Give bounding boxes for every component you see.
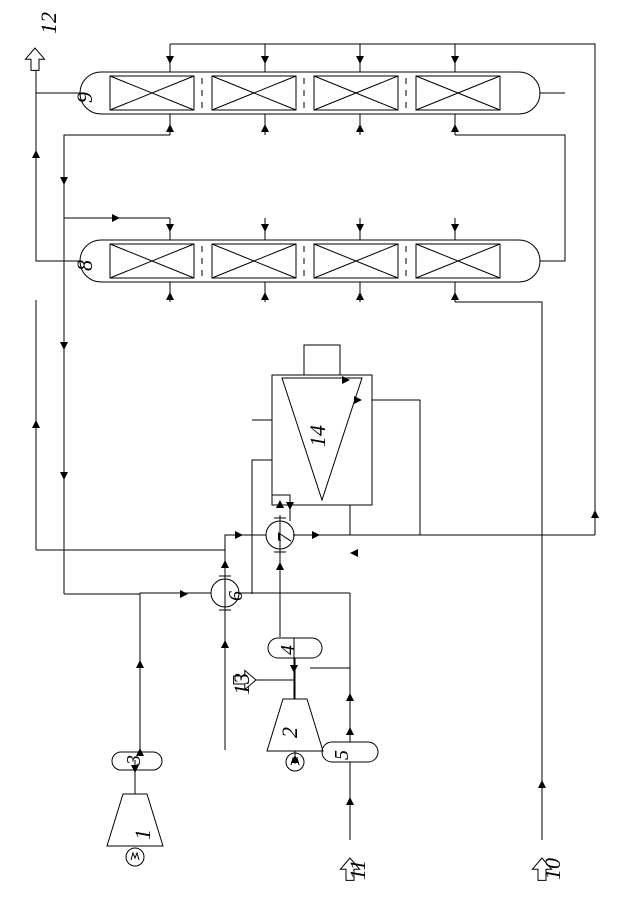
label-n6: 6	[225, 591, 247, 601]
label-n14: 14	[305, 425, 330, 447]
label-n11: 11	[345, 860, 370, 880]
diagram-background	[0, 0, 622, 907]
process-diagram: 1234567891011121314	[0, 0, 622, 907]
label-n9: 9	[72, 92, 97, 103]
label-n8: 8	[72, 260, 97, 271]
label-n4: 4	[277, 645, 299, 655]
label-n10: 10	[540, 858, 565, 880]
label-n13: 13	[229, 673, 254, 695]
label-n2: 2	[277, 727, 302, 738]
label-n5: 5	[331, 750, 353, 760]
label-n7: 7	[274, 532, 296, 543]
label-n12: 12	[36, 12, 61, 34]
label-n1: 1	[130, 829, 155, 840]
label-n3: 3	[123, 755, 145, 766]
